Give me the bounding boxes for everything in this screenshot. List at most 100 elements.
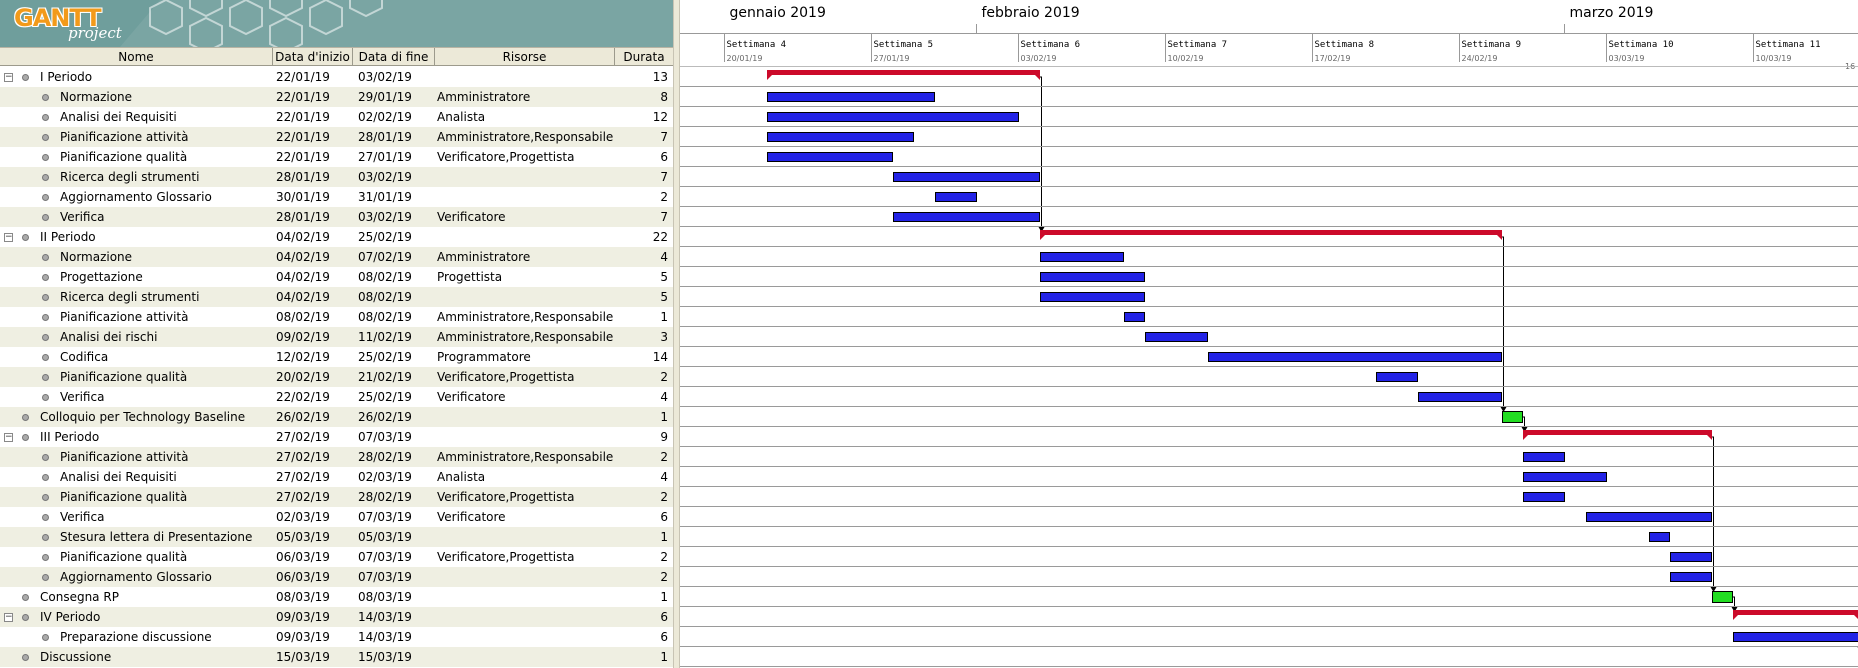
task-bar[interactable] xyxy=(1669,552,1712,562)
table-row[interactable]: Progettazione 04/02/19 08/02/19 Progettista… xyxy=(0,267,673,287)
row-grid-line xyxy=(680,406,1858,407)
task-resources-cell: Analista xyxy=(437,470,486,484)
table-row[interactable]: Verifica 02/03/19 07/03/19 Verificatore 6 xyxy=(0,507,673,527)
task-resources-cell: Analista xyxy=(437,110,486,124)
task-bar[interactable] xyxy=(1522,452,1565,462)
table-row[interactable]: Analisi dei Requisiti 22/01/19 02/02/19 Ana… xyxy=(0,107,673,127)
collapse-toggle-icon[interactable]: − xyxy=(4,432,13,442)
task-end-cell: 25/02/19 xyxy=(358,390,412,404)
week-label: Settimana 9 xyxy=(1461,40,1522,50)
task-bar[interactable] xyxy=(1039,272,1145,282)
task-bar[interactable] xyxy=(1039,252,1124,262)
table-row[interactable]: Pianificazione qualità 27/02/19 28/02/19 Ve… xyxy=(0,487,673,507)
table-row[interactable]: Normazione 22/01/19 29/01/19 Amministratore… xyxy=(0,87,673,107)
table-row[interactable]: Codifica 12/02/19 25/02/19 Programmatore 14 xyxy=(0,347,673,367)
column-header-resources[interactable]: Risorse xyxy=(435,48,615,66)
table-row[interactable]: Analisi dei rischi 09/02/19 11/02/19 Ammini… xyxy=(0,327,673,347)
app-banner: GANTT project xyxy=(0,0,673,47)
table-row[interactable]: Preparazione discussione 09/03/19 14/03/19… xyxy=(0,627,673,647)
dependency-link xyxy=(1039,76,1042,229)
task-resources-cell xyxy=(437,567,615,587)
column-header-name[interactable]: Nome xyxy=(0,48,273,66)
summary-bar[interactable] xyxy=(1039,230,1502,235)
task-bar[interactable] xyxy=(1522,492,1565,502)
task-bullet-icon xyxy=(22,594,29,601)
task-bar[interactable] xyxy=(1207,352,1502,362)
task-bullet-icon xyxy=(22,74,29,81)
table-row[interactable]: − IV Periodo 09/03/19 14/03/19 6 xyxy=(0,607,673,627)
task-bar[interactable] xyxy=(766,132,914,142)
task-bar[interactable] xyxy=(934,192,977,202)
task-bar[interactable] xyxy=(892,212,1040,222)
task-bar[interactable] xyxy=(1144,332,1208,342)
summary-bar[interactable] xyxy=(766,70,1040,75)
task-name-cell: Analisi dei rischi xyxy=(60,330,158,344)
task-bar[interactable] xyxy=(892,172,1040,182)
table-row[interactable]: − I Periodo 22/01/19 03/02/19 13 xyxy=(0,67,673,87)
collapse-toggle-icon[interactable]: − xyxy=(4,612,13,622)
task-duration-cell: 2 xyxy=(660,570,668,584)
milestone-bar[interactable] xyxy=(1711,591,1733,603)
table-row[interactable]: Pianificazione qualità 22/01/19 27/01/19 Ve… xyxy=(0,147,673,167)
table-row[interactable]: − III Periodo 27/02/19 07/03/19 9 xyxy=(0,427,673,447)
week-label: Settimana 10 xyxy=(1608,40,1674,50)
table-row[interactable]: Normazione 04/02/19 07/02/19 Amministratore… xyxy=(0,247,673,267)
task-bar[interactable] xyxy=(1522,472,1607,482)
column-header-duration[interactable]: Durata xyxy=(623,50,665,64)
table-row[interactable]: Consegna RP 08/03/19 08/03/19 1 xyxy=(0,587,673,607)
task-end-cell: 07/03/19 xyxy=(358,550,412,564)
summary-bar[interactable] xyxy=(1522,430,1712,435)
splitter-handle[interactable] xyxy=(673,0,680,668)
task-start-cell: 06/03/19 xyxy=(276,570,330,584)
table-row[interactable]: Discussione 15/03/19 15/03/19 1 xyxy=(0,647,673,667)
table-row[interactable]: − II Periodo 04/02/19 25/02/19 22 xyxy=(0,227,673,247)
task-name-cell: Consegna RP xyxy=(40,590,119,604)
row-grid-line xyxy=(680,126,1858,127)
collapse-toggle-icon[interactable]: − xyxy=(4,72,13,82)
task-bar[interactable] xyxy=(1039,292,1145,302)
task-name-cell: Normazione xyxy=(60,90,133,104)
task-bar[interactable] xyxy=(766,152,893,162)
table-row[interactable]: Aggiornamento Glossario 30/01/19 31/01/19 2 xyxy=(0,187,673,207)
task-bar[interactable] xyxy=(1375,372,1418,382)
table-row[interactable]: Pianificazione qualità 20/02/19 21/02/19 Ve… xyxy=(0,367,673,387)
task-start-cell: 15/03/19 xyxy=(276,650,330,664)
task-name-cell: Ricerca degli strumenti xyxy=(60,290,200,304)
table-row[interactable]: Colloquio per Technology Baseline 26/02/1… xyxy=(0,407,673,427)
table-row[interactable]: Verifica 22/02/19 25/02/19 Verificatore 4 xyxy=(0,387,673,407)
task-bar[interactable] xyxy=(1669,572,1712,582)
task-duration-cell: 1 xyxy=(660,590,668,604)
task-bar[interactable] xyxy=(1123,312,1145,322)
column-header-end[interactable]: Data di fine xyxy=(353,48,435,66)
task-resources-cell xyxy=(437,67,615,87)
task-duration-cell: 5 xyxy=(660,270,668,284)
task-bar[interactable] xyxy=(1732,632,1858,642)
table-row[interactable]: Pianificazione attività 27/02/19 28/02/19 A… xyxy=(0,447,673,467)
task-bullet-icon xyxy=(42,514,49,521)
column-header-start[interactable]: Data d'inizio xyxy=(273,48,353,66)
task-bar[interactable] xyxy=(1648,532,1670,542)
table-row[interactable]: Pianificazione attività 22/01/19 28/01/19 A… xyxy=(0,127,673,147)
task-end-cell: 26/02/19 xyxy=(358,410,412,424)
task-bar[interactable] xyxy=(766,112,1019,122)
table-row[interactable]: Analisi dei Requisiti 27/02/19 02/03/19 Ana… xyxy=(0,467,673,487)
task-resources-cell xyxy=(437,407,615,427)
table-row[interactable]: Pianificazione qualità 06/03/19 07/03/19 Ve… xyxy=(0,547,673,567)
table-row[interactable]: Aggiornamento Glossario 06/03/19 07/03/19 2 xyxy=(0,567,673,587)
task-duration-cell: 14 xyxy=(652,350,668,364)
summary-bar[interactable] xyxy=(1732,610,1858,615)
table-row[interactable]: Ricerca degli strumenti 04/02/19 08/02/19 5 xyxy=(0,287,673,307)
table-row[interactable]: Verifica 28/01/19 03/02/19 Verificatore 7 xyxy=(0,207,673,227)
task-bar[interactable] xyxy=(1417,392,1502,402)
task-resources-cell xyxy=(437,587,615,607)
task-resources-cell: Verificatore,Progettista xyxy=(437,370,575,384)
task-end-cell: 14/03/19 xyxy=(358,610,412,624)
task-bar[interactable] xyxy=(1585,512,1712,522)
table-row[interactable]: Ricerca degli strumenti 28/01/19 03/02/19 7 xyxy=(0,167,673,187)
task-bar[interactable] xyxy=(766,92,935,102)
milestone-bar[interactable] xyxy=(1501,411,1523,423)
table-row[interactable]: Pianificazione attività 08/02/19 08/02/19 A… xyxy=(0,307,673,327)
table-row[interactable]: Stesura lettera di Presentazione 05/03/19… xyxy=(0,527,673,547)
row-grid-line xyxy=(680,306,1858,307)
collapse-toggle-icon[interactable]: − xyxy=(4,232,13,242)
